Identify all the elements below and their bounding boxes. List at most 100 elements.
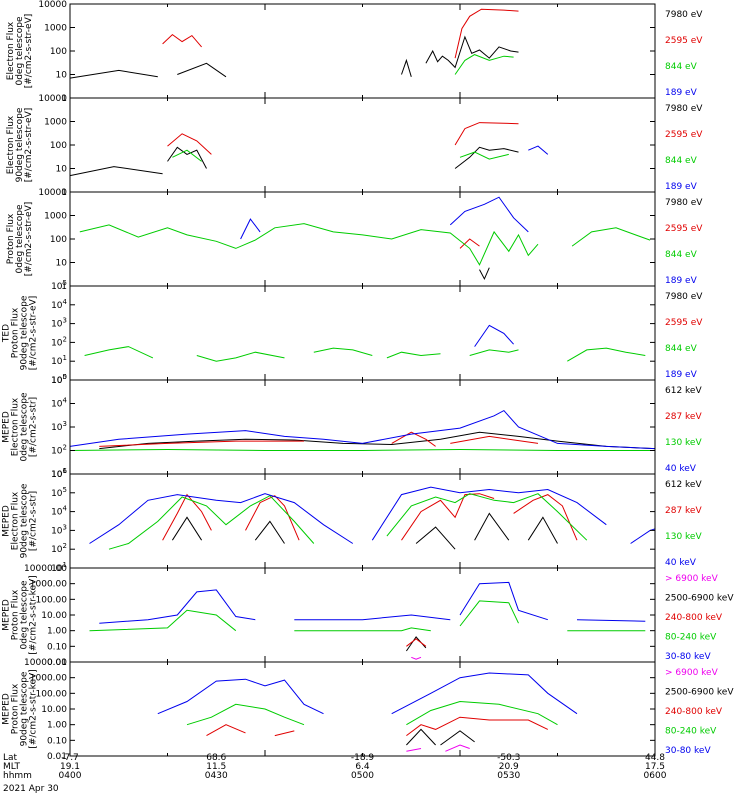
panel-7: 0.010.101.0010.00100.001000.0010000.00ME… <box>2 564 735 668</box>
panel-6-legend-0: 612 keV <box>665 480 702 490</box>
panel-6-legend-3: 40 keV <box>665 558 697 568</box>
panel-3-legend-3: 189 eV <box>665 276 698 286</box>
panel-2-series-black-seg-2 <box>454 146 519 169</box>
ylabel-line: [#/cm2-s-str-eV] <box>24 108 34 183</box>
footer-hhmm-0: 0400 <box>59 771 82 781</box>
panel-6-ytick-label-5: 106 <box>51 467 67 480</box>
panel-6-series-black-seg-4 <box>527 516 558 544</box>
panel-3-series-red-seg-0 <box>459 238 480 249</box>
panel-8-series-blue-seg-1 <box>391 672 578 715</box>
panel-5-series-black-seg-0 <box>99 431 656 450</box>
panel-6-series-red-seg-1 <box>245 495 300 541</box>
panel-3: 1 10 100 1000 10000 Proton Flux0deg telescope… <box>6 188 703 292</box>
ylabel-line: Electron Flux <box>11 397 21 456</box>
panel-7-ylabel: MEPEDProton Flux0deg telescope[#/cm2-s-s… <box>2 575 39 654</box>
panel-5-ytick-label-3: 104 <box>51 397 67 410</box>
panel-8-ytick-label-5: 1000.00 <box>30 674 67 684</box>
tick-exp: 1 <box>63 561 67 569</box>
panel-1-ytick-label-1: 10 <box>56 71 68 81</box>
panel-6-legend-2: 130 keV <box>665 532 702 542</box>
panel-1-ylabel: Electron Flux0deg telescope[#/cm2-s-str-… <box>6 14 34 89</box>
panel-4-series-green-seg-2 <box>313 347 373 356</box>
panel-5-legend-0: 612 keV <box>665 386 702 396</box>
tick-exp: 4 <box>63 397 68 405</box>
panel-7-series-blue-seg-2 <box>459 581 548 621</box>
panel-7-legend-0: > 6900 keV <box>665 574 719 584</box>
footer-mlt-0: 19.1 <box>60 762 80 772</box>
panel-7-series-blue-seg-1 <box>294 614 451 621</box>
footer-lat-3: -50.3 <box>497 753 520 763</box>
tick-exp: 2 <box>63 335 67 343</box>
panel-4-ytick-label-1: 101 <box>51 354 67 367</box>
panel-7-frame <box>69 567 656 663</box>
panel-3-series-green-seg-1 <box>571 227 651 247</box>
panel-1-ytick-label-0: 1 <box>61 94 67 104</box>
panel-7-ytick-label-4: 100.00 <box>36 595 68 605</box>
panel-8-legend-1: 2500-6900 keV <box>665 688 734 698</box>
ylabel-line: [#/cm2-s-str] <box>29 491 39 551</box>
panel-5-legend-1: 287 keV <box>665 412 702 422</box>
tick-exp: 3 <box>63 317 67 325</box>
panel-4-series-green-seg-1 <box>196 351 285 362</box>
panel-2-ytick-label-2: 100 <box>50 141 67 151</box>
ylabel-line: MEPED <box>2 505 12 537</box>
tick-exp: 0 <box>63 373 67 381</box>
panel-8-series-black-seg-0 <box>406 728 436 746</box>
ylabel-line: [#/cm2-s-str-eV] <box>29 296 39 371</box>
footer-mlt-2: 6.4 <box>355 762 370 772</box>
panel-4-series-blue-seg-0 <box>474 324 514 347</box>
panel-8-ytick-label-3: 10.00 <box>41 705 67 715</box>
tick-exp: 6 <box>63 467 68 475</box>
panel-6-legend-1: 287 keV <box>665 506 702 516</box>
panel-4-series-green-seg-0 <box>84 346 154 359</box>
panel-8-legend-2: 240-800 keV <box>665 707 723 717</box>
panel-6-series-black-seg-1 <box>254 520 285 544</box>
ylabel-line: Proton Flux <box>11 307 21 358</box>
panel-1-legend-1: 2595 eV <box>665 36 703 46</box>
panel-3-ytick-label-3: 1000 <box>44 212 67 222</box>
ylabel-line: Electron Flux <box>11 491 21 550</box>
panel-8-legend-3: 80-240 keV <box>665 727 717 737</box>
ylabel-line: Electron Flux <box>6 21 16 80</box>
ylabel-line: 0deg telescope <box>15 204 25 274</box>
panel-3-frame <box>69 191 656 287</box>
panel-7-legend-3: 80-240 keV <box>665 633 717 643</box>
panel-6-series-red-seg-2 <box>401 493 495 541</box>
panel-2-ytick-label-4: 10000 <box>38 94 67 104</box>
panel-1-series-black-seg-3 <box>425 35 519 69</box>
panel-6-series-green-seg-1 <box>386 493 588 541</box>
panel-6-ytick-label-2: 103 <box>51 523 67 536</box>
panel-6-series-green-seg-0 <box>108 495 315 550</box>
footer-hhmm-3: 0530 <box>497 771 520 781</box>
footer-mlt-3: 20.9 <box>499 762 519 772</box>
ylabel-line: 0deg telescope <box>20 392 30 462</box>
panel-8-ylabel: MEPEDProton Flux90deg telescope[#/cm2-s-… <box>2 669 39 748</box>
panel-4-legend-2: 844 eV <box>665 344 698 354</box>
footer-lat-0: -7.7 <box>61 753 79 763</box>
panel-2-ytick-label-0: 1 <box>61 188 67 198</box>
ylabel-line: [#/cm2-s-str-keV] <box>29 669 39 748</box>
ylabel-line: TED <box>2 324 12 343</box>
panel-7-ytick-label-1: 0.10 <box>47 642 67 652</box>
panel-6-ylabel: MEPEDElectron Flux90deg telescope[#/cm2-… <box>2 483 39 558</box>
panel-2-legend-3: 189 eV <box>665 182 698 192</box>
tick-exp: 5 <box>63 279 67 287</box>
footer-date: 2021 Apr 30 <box>3 784 59 794</box>
panel-2-legend-2: 844 eV <box>665 156 698 166</box>
panel-6-series-black-seg-0 <box>171 516 203 541</box>
panel-7-series-blue-seg-0 <box>99 589 256 624</box>
panel-2-series-green-seg-0 <box>172 149 202 162</box>
panel-2-legend-1: 2595 eV <box>665 130 703 140</box>
panel-6-series-red-seg-0 <box>162 493 212 541</box>
panel-1-series-black-seg-2 <box>401 58 412 77</box>
panel-3-legend-2: 844 eV <box>665 250 698 260</box>
ylabel-line: 90deg telescope <box>20 483 30 558</box>
ylabel-line: [#/cm2-s-str-eV] <box>24 202 34 277</box>
panel-2-series-red-seg-1 <box>454 122 519 146</box>
ylabel-line: 0deg telescope <box>20 580 30 650</box>
panel-1-ytick-label-3: 1000 <box>44 24 67 34</box>
ylabel-line: MEPED <box>2 693 12 725</box>
panel-4-frame <box>69 285 656 381</box>
tick-exp: 5 <box>63 373 67 381</box>
